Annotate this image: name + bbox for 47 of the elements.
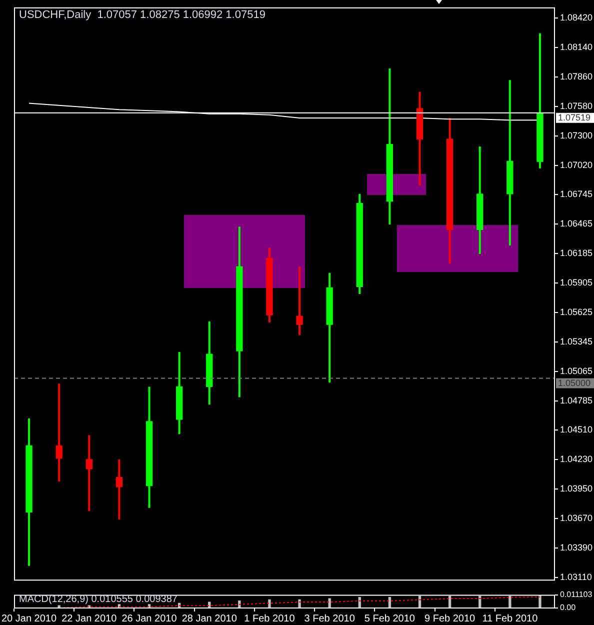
x-tick-label: 28 Jan 2010 [182,613,238,624]
ref-line-label: 1.05000 [558,378,591,388]
candlestick [56,382,62,483]
x-tick-label: 22 Jan 2010 [62,613,118,624]
y-tick-label: 1.08140 [560,42,593,52]
y-tick-label: 1.07860 [560,71,593,82]
chart-title: USDCHF,Daily 1.07057 1.08275 1.06992 1.07519 [19,9,266,21]
y-tick-label: 1.04785 [560,395,593,406]
bar [448,596,452,608]
y-tick-label: 1.05345 [560,336,593,346]
y-tick-label: 1.04510 [560,424,593,434]
y-tick-label: 1.06745 [560,188,593,199]
bar [298,599,301,608]
y-tick-label: 1.07300 [560,130,593,140]
y-tick-label: 1.07020 [560,160,593,170]
y-tick-label: 1.03950 [560,483,593,494]
bar [388,597,392,608]
y-tick-label: 1.03670 [560,512,593,523]
y-tick-label: 1.03110 [560,572,592,582]
x-tick-label: 11 Feb 2010 [482,613,538,624]
x-tick-label: 20 Jan 2010 [1,613,57,624]
y-tick-label: 1.05065 [560,366,593,376]
x-tick-label: 26 Jan 2010 [122,613,178,624]
y-tick-label: 1.07580 [560,100,593,111]
bar [508,596,512,608]
y-tick-label: 1.08420 [560,12,593,22]
y-tick-label: 1.04230 [560,454,593,464]
y-tick-label: 1.06465 [560,218,593,228]
candlestick [86,434,92,512]
x-tick-label: 1 Feb 2010 [244,613,296,624]
candlestick [116,458,123,520]
bar [328,598,331,608]
bar [58,605,60,608]
y-tick-label: 0.011103 [560,590,593,600]
bar [538,595,542,608]
candlestick [296,266,303,336]
x-tick-label: 9 Feb 2010 [424,613,476,624]
y-tick-label: 1.05625 [560,306,593,317]
y-tick-label: 1.03390 [560,542,593,552]
y-tick-label: 1.05905 [560,277,593,288]
x-tick-label: 3 Feb 2010 [304,613,356,624]
chart-title: MACD(12,26,9) 0.010555 0.009387 [19,594,178,605]
y-tick-label: 1.06185 [560,248,593,258]
bar [268,599,271,608]
y-tick-label: 0.00 [560,603,576,612]
x-tick-label: 5 Feb 2010 [364,613,416,624]
ref-line-label: 1.07519 [558,112,591,122]
